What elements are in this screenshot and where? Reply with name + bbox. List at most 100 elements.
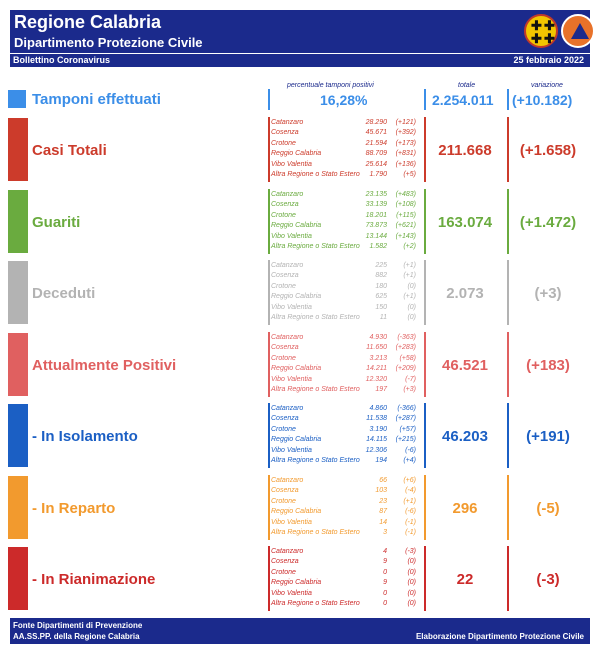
province-delta: (+6)	[403, 477, 416, 484]
province-name: Vibo Valentia	[271, 446, 312, 454]
tamponi-divider-total	[424, 89, 426, 110]
province-row: Vibo Valentia 12.320 (-7)	[271, 375, 421, 385]
attualmente-positivi-divider-1	[424, 332, 426, 397]
province-name: Reggio Calabria	[271, 436, 322, 444]
province-name: Cosenza	[271, 129, 299, 137]
province-delta: (-4)	[405, 487, 416, 495]
bulletin-label: Bollettino Coronavirus	[13, 55, 111, 65]
province-delta: (0)	[407, 558, 416, 566]
province-name: Reggio Calabria	[271, 293, 322, 301]
province-row: Cosenza 882 (+1)	[271, 271, 421, 281]
in-reparto-province-list: Catanzaro 66 (+6) Cosenza 103 (-4) Crotone 23 (+…	[271, 476, 421, 538]
casi-totali-divider-0	[268, 117, 270, 182]
province-value: 18.201	[365, 211, 387, 219]
province-delta: (-1)	[405, 528, 416, 536]
guariti-total: 163.074	[437, 214, 493, 231]
province-row: Reggio Calabria 625 (+1)	[271, 292, 421, 302]
province-delta: (+136)	[395, 160, 416, 168]
department-subtitle: Dipartimento Protezione Civile	[14, 35, 203, 50]
attualmente-positivi-province-list: Catanzaro 4.930 (-363) Cosenza 11.650 (+283) C…	[271, 333, 421, 395]
in-isolamento-divider-0	[268, 403, 270, 468]
tamponi-pct: 16,28%	[320, 92, 368, 108]
province-name: Vibo Valentia	[271, 375, 312, 383]
province-value: 225	[375, 262, 387, 269]
in-reparto-color-bar	[8, 476, 28, 539]
province-delta: (-363)	[397, 334, 416, 341]
deceduti-variation: (+3)	[534, 285, 562, 302]
province-value: 23.135	[365, 191, 387, 198]
province-value: 13.144	[365, 232, 387, 240]
province-delta: (+283)	[395, 344, 416, 352]
region-title: Regione Calabria	[14, 12, 162, 32]
province-value: 21.594	[365, 139, 387, 147]
province-delta: (0)	[407, 282, 416, 290]
province-name: Altra Regione o Stato Estero	[271, 242, 360, 250]
guariti-divider-1	[424, 189, 426, 254]
province-delta: (0)	[407, 568, 416, 576]
province-delta: (+3)	[403, 385, 416, 393]
guariti-variation: (+1.472)	[519, 214, 577, 231]
deceduti-total: 2.073	[446, 285, 484, 302]
attualmente-positivi-total: 46.521	[442, 357, 488, 374]
province-delta: (+58)	[399, 354, 416, 362]
province-row: Reggio Calabria 87 (-6)	[271, 507, 421, 517]
province-row: Crotone 18.201 (+115)	[271, 211, 421, 221]
province-row: Reggio Calabria 73.873 (+621)	[271, 221, 421, 231]
province-name: Catanzaro	[271, 405, 304, 412]
protezione-civile-logo-icon	[561, 14, 595, 48]
guariti-divider-0	[268, 189, 270, 254]
province-delta: (+108)	[395, 201, 416, 209]
in-reparto-divider-0	[268, 475, 270, 540]
in-isolamento-province-list: Catanzaro 4.860 (-366) Cosenza 11.538 (+287) C…	[271, 404, 421, 466]
total-column-header: totale	[458, 82, 476, 89]
calabria-crest-icon: ✚ ✚ ✚ ✚	[524, 14, 558, 48]
province-row: Crotone 3.213 (+58)	[271, 354, 421, 364]
province-value: 88.709	[365, 150, 387, 158]
province-name: Altra Regione o Stato Estero	[271, 528, 360, 536]
casi-totali-color-bar	[8, 118, 28, 181]
province-delta: (0)	[407, 589, 416, 597]
province-name: Cosenza	[271, 272, 299, 280]
province-value: 180	[375, 282, 387, 290]
province-name: Crotone	[271, 568, 296, 576]
province-delta: (+621)	[395, 222, 416, 230]
province-name: Catanzaro	[271, 191, 304, 198]
province-name: Catanzaro	[271, 548, 304, 555]
in-reparto-divider-2	[507, 475, 509, 540]
header-bar: Regione Calabria Dipartimento Protezione…	[10, 10, 595, 53]
province-row: Crotone 21.594 (+173)	[271, 139, 421, 149]
province-delta: (+4)	[403, 456, 416, 464]
province-delta: (+831)	[395, 150, 416, 158]
province-value: 3.213	[369, 354, 387, 362]
province-delta: (+5)	[403, 170, 416, 178]
pct-column-header: percentuale tamponi positivi	[287, 82, 374, 89]
in-rianimazione-divider-2	[507, 546, 509, 611]
province-value: 4.860	[369, 405, 387, 412]
province-value: 197	[375, 385, 387, 393]
in-reparto-title: - In Reparto	[32, 500, 116, 517]
province-name: Cosenza	[271, 415, 299, 423]
province-value: 12.320	[365, 375, 387, 383]
province-delta: (-7)	[405, 375, 416, 383]
footer-source-2: AA.SS.PP. della Regione Calabria	[13, 632, 140, 641]
province-name: Altra Regione o Stato Estero	[271, 170, 360, 178]
tamponi-title: Tamponi effettuati	[32, 91, 161, 108]
province-name: Reggio Calabria	[271, 579, 322, 587]
deceduti-divider-1	[424, 260, 426, 325]
deceduti-divider-0	[268, 260, 270, 325]
province-row: Catanzaro 4 (-3)	[271, 547, 421, 557]
casi-totali-divider-2	[507, 117, 509, 182]
province-delta: (+2)	[403, 242, 416, 250]
attualmente-positivi-divider-2	[507, 332, 509, 397]
footer-bar: Fonte Dipartimenti di Prevenzione AA.SS.…	[10, 618, 590, 644]
province-row: Crotone 180 (0)	[271, 282, 421, 292]
bulletin-bar: Bollettino Coronavirus 25 febbraio 2022	[10, 54, 590, 67]
province-row: Vibo Valentia 25.614 (+136)	[271, 160, 421, 170]
province-delta: (0)	[407, 313, 416, 321]
province-value: 87	[379, 508, 387, 516]
province-name: Altra Regione o Stato Estero	[271, 385, 360, 393]
in-rianimazione-color-bar	[8, 547, 28, 610]
province-value: 0	[383, 568, 387, 576]
deceduti-title: Deceduti	[32, 285, 96, 302]
province-name: Cosenza	[271, 558, 299, 566]
